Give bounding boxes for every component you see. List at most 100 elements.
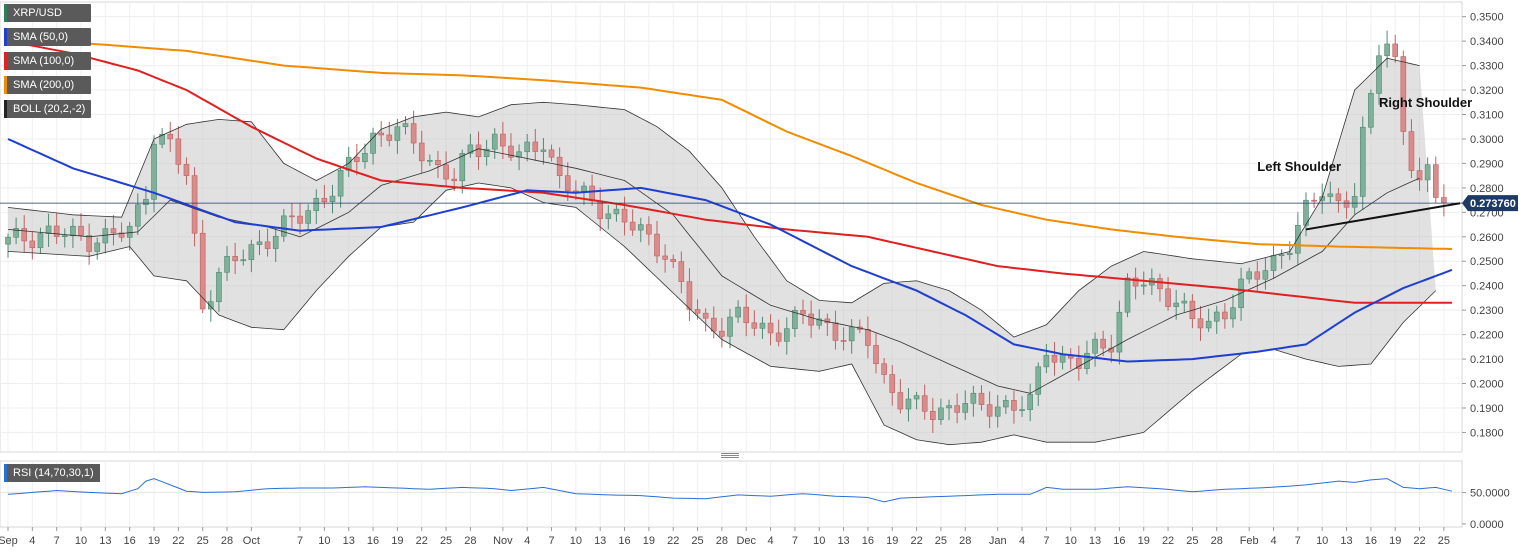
candle [1132, 267, 1139, 300]
x-tick-label: 25 [1438, 535, 1450, 547]
candle [881, 357, 887, 384]
candle-body [540, 149, 547, 152]
candle [70, 218, 76, 248]
candle [232, 242, 238, 275]
candle [930, 397, 936, 433]
legend-swatch [4, 76, 7, 94]
candle [216, 267, 222, 312]
x-tick-label: 10 [570, 535, 582, 547]
candle [670, 254, 677, 269]
rsi-y-tick-label: 0.0000 [1470, 519, 1504, 531]
candle-body [962, 403, 969, 413]
y-tick-label: 0.2500 [1470, 256, 1504, 268]
candle-body [816, 318, 823, 326]
candle-body [126, 225, 133, 238]
candle-body [5, 236, 11, 245]
candle [118, 222, 125, 242]
y-tick-label: 0.2100 [1470, 354, 1504, 366]
candle [134, 193, 141, 236]
x-tick-label: 16 [618, 535, 630, 547]
candle-body [1165, 288, 1171, 307]
annotation-left-shoulder: Left Shoulder [1257, 159, 1341, 174]
x-tick-label: 28 [716, 535, 728, 547]
candle [524, 134, 530, 162]
candle-body [792, 310, 798, 329]
x-tick-label: 13 [343, 535, 355, 547]
x-tick-label: 22 [910, 535, 922, 547]
candle-body [134, 204, 141, 227]
legend-label: SMA (200,0) [13, 79, 75, 91]
candle [735, 300, 741, 323]
candle-body [767, 322, 774, 334]
candle-body [1076, 357, 1082, 369]
x-tick-label: 4 [1019, 535, 1025, 547]
pane-resize-handle[interactable] [721, 452, 739, 459]
x-tick-label: 16 [862, 535, 874, 547]
candle [256, 230, 263, 256]
candle-body [938, 407, 944, 420]
candle [1327, 181, 1334, 203]
x-tick-label: 10 [1065, 535, 1077, 547]
candle-body [362, 153, 368, 163]
rsi-pane-frame [0, 460, 1463, 528]
candle-body [1132, 277, 1139, 287]
x-tick-label: 16 [1113, 535, 1125, 547]
candle-body [191, 175, 198, 234]
candle [289, 203, 295, 229]
y-tick-label: 0.3200 [1470, 85, 1504, 97]
x-tick-label: 22 [172, 535, 184, 547]
candle [1035, 362, 1042, 406]
bollinger-lower-line [7, 182, 1437, 446]
candle-body [1019, 409, 1025, 411]
candle-body [581, 185, 587, 192]
x-tick-label: 22 [1162, 535, 1174, 547]
legend-item-sma200[interactable]: SMA (200,0) [4, 76, 92, 94]
neckline [1305, 202, 1461, 231]
candle-body [986, 404, 993, 417]
candle [1424, 157, 1431, 193]
candle-body [524, 141, 530, 153]
legend-item-boll[interactable]: BOLL (20,2,-2) [4, 100, 92, 118]
y-tick-label: 0.3300 [1470, 61, 1504, 73]
candle [832, 310, 839, 350]
y-tick-label: 0.3500 [1470, 12, 1504, 24]
legend-item-pair[interactable]: XRP/USD [4, 4, 92, 22]
candle [427, 154, 433, 167]
x-tick-label: 19 [1138, 535, 1150, 547]
candle-body [418, 142, 425, 162]
candle-body [881, 363, 887, 375]
candle [1230, 294, 1236, 328]
rsi-legend-item[interactable]: RSI (14,70,30,1) [4, 464, 100, 482]
y-tick-label: 0.2200 [1470, 330, 1504, 342]
candle-body [459, 152, 466, 182]
candle [808, 300, 814, 338]
candle-body [654, 233, 660, 257]
candle-body [354, 157, 360, 163]
candle [378, 121, 384, 147]
candle-body [1092, 338, 1098, 354]
candle-body [102, 228, 109, 244]
legend-item-sma100[interactable]: SMA (100,0) [4, 52, 92, 70]
candle-body [199, 232, 206, 310]
x-tick-label: 4 [524, 535, 530, 547]
candle [678, 251, 685, 294]
candle [418, 130, 425, 174]
candle-body [1432, 164, 1439, 198]
candle-body [646, 224, 652, 235]
legend-item-sma50[interactable]: SMA (50,0) [4, 28, 92, 46]
x-tick-label: 19 [643, 535, 655, 547]
current-price-label: 0.273760 [1462, 195, 1518, 212]
candle-body [37, 233, 44, 249]
candle [986, 391, 993, 429]
candle-body [743, 306, 750, 324]
candle-body [865, 329, 871, 346]
candle [686, 268, 693, 322]
candle [556, 147, 563, 189]
candle-body [167, 134, 174, 140]
candle-body [946, 405, 952, 409]
candle-body [435, 160, 441, 166]
x-tick-label: 4 [767, 535, 773, 547]
candle-body [954, 405, 960, 413]
candle [435, 150, 441, 179]
